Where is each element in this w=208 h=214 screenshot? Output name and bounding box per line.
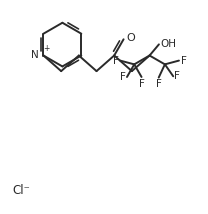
Text: F: F [113,56,119,66]
Text: N: N [31,50,39,60]
Text: F: F [175,71,180,81]
Text: +: + [43,45,49,54]
Text: F: F [156,79,162,89]
Text: O: O [126,33,135,43]
Text: OH: OH [161,39,177,49]
Text: F: F [181,56,187,66]
Text: Cl⁻: Cl⁻ [12,184,30,197]
Text: F: F [139,79,145,89]
Text: F: F [120,72,126,82]
